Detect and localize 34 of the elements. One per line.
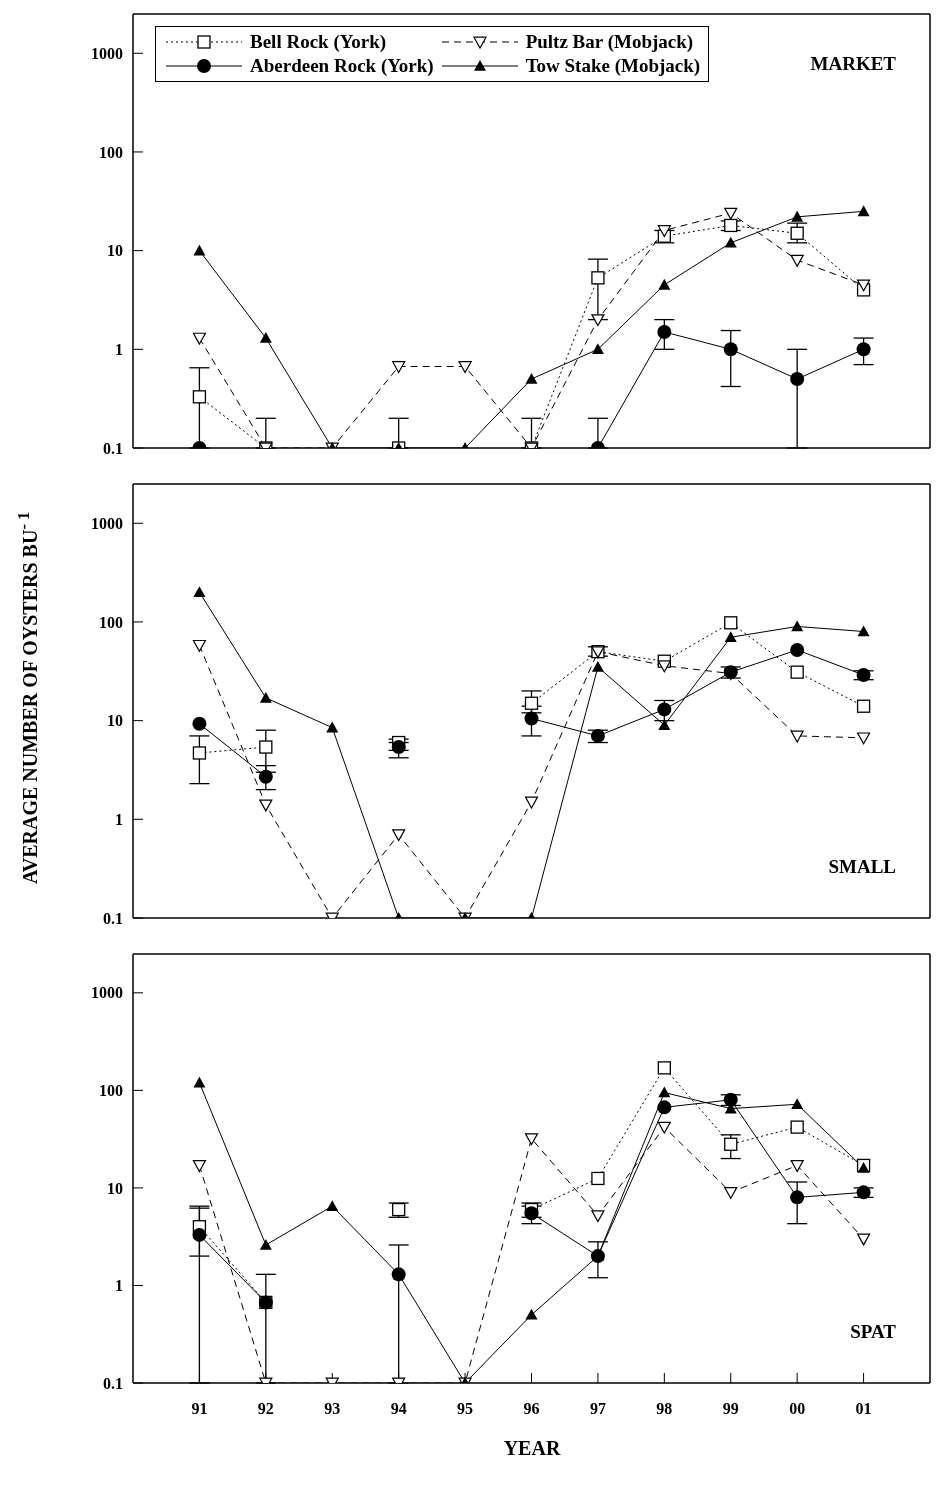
y-tick-label: 10 bbox=[107, 712, 123, 730]
x-axis-title: YEAR bbox=[502, 1437, 562, 1460]
y-tick-label: 100 bbox=[99, 143, 123, 161]
annotation: MARKET bbox=[810, 53, 896, 75]
y-tick-label: 0.1 bbox=[103, 1374, 123, 1392]
x-tick-label: 98 bbox=[656, 1400, 673, 1418]
y-tick-label: 1 bbox=[115, 341, 123, 358]
y-tick-label: 1000 bbox=[91, 514, 123, 532]
y-tick-label: 100 bbox=[99, 1082, 123, 1100]
x-tick-label: 92 bbox=[257, 1400, 274, 1418]
x-tick-label: 93 bbox=[324, 1400, 341, 1418]
y-tick-label: 10 bbox=[107, 1179, 123, 1197]
annotation: SPAT bbox=[850, 1321, 896, 1343]
y-tick-label: 1000 bbox=[91, 984, 123, 1002]
y-tick-label: 1000 bbox=[91, 44, 123, 62]
y-tick-label: 100 bbox=[99, 613, 123, 631]
y-tick-label: 0.1 bbox=[103, 909, 123, 927]
y-tick-label: 0.1 bbox=[103, 439, 123, 457]
x-tick-label: 97 bbox=[589, 1400, 606, 1418]
x-tick-label: 01 bbox=[855, 1400, 872, 1418]
x-tick-label: 94 bbox=[390, 1400, 407, 1418]
x-tick-label: 91 bbox=[191, 1400, 208, 1418]
legend-label: Pultz Bar (Mobjack) bbox=[525, 31, 694, 53]
annotation: SMALL bbox=[828, 856, 896, 878]
y-tick-label: 10 bbox=[107, 242, 123, 260]
legend-label: Aberdeen Rock (York) bbox=[250, 55, 434, 77]
y-tick-label: 1 bbox=[115, 811, 123, 828]
x-tick-label: 96 bbox=[523, 1400, 540, 1418]
x-tick-label: 99 bbox=[722, 1400, 739, 1418]
x-tick-label: 95 bbox=[457, 1400, 474, 1418]
y-tick-label: 1 bbox=[115, 1277, 123, 1295]
legend-label: Bell Rock (York) bbox=[250, 31, 387, 53]
legend-label: Tow Stake (Mobjack) bbox=[525, 55, 701, 77]
x-tick-label: 00 bbox=[789, 1400, 806, 1418]
